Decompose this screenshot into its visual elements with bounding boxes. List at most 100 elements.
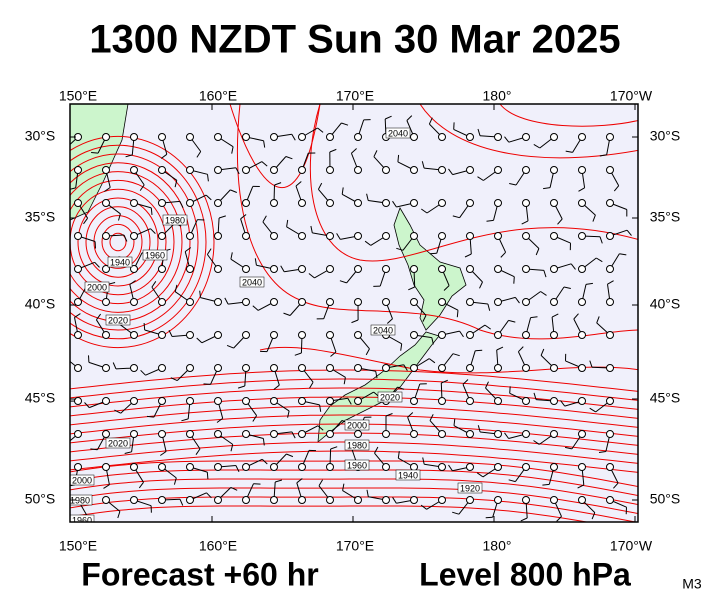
- wind-barb: [448, 166, 474, 176]
- barb-station: [158, 265, 166, 273]
- wind-barb: [533, 392, 558, 405]
- barb-feather: [129, 280, 136, 285]
- barb-station: [158, 199, 166, 207]
- barb-feather: [486, 219, 494, 222]
- barb-feather: [452, 353, 460, 357]
- barb-station: [550, 397, 558, 405]
- wind-barb: [578, 282, 593, 306]
- contour-label: 2040: [373, 325, 393, 335]
- barb-feather: [123, 234, 128, 242]
- barb-feather: [309, 381, 314, 389]
- barb-feather: [397, 154, 400, 162]
- barb-feather: [287, 410, 290, 418]
- wind-barb: [477, 425, 502, 438]
- barb-station: [242, 166, 250, 174]
- barb-station: [242, 298, 250, 306]
- barb-feather: [508, 479, 516, 483]
- wind-barb: [70, 360, 82, 372]
- barb-station: [326, 298, 334, 306]
- barb-station: [158, 397, 166, 405]
- barb-feather: [560, 400, 566, 407]
- barb-feather: [421, 161, 425, 169]
- wind-barb: [466, 298, 491, 311]
- wind-barb: [242, 483, 261, 504]
- barb-station: [578, 133, 586, 141]
- barb-station: [550, 265, 558, 273]
- barb-feather: [619, 253, 627, 256]
- barb-station: [606, 298, 614, 306]
- barb-feather: [533, 392, 537, 400]
- barb-station: [354, 265, 362, 273]
- barb-feather: [429, 414, 434, 421]
- barb-station: [522, 199, 530, 207]
- barb-feather: [262, 438, 265, 446]
- wind-barb: [242, 458, 268, 471]
- barb-feather: [556, 516, 562, 522]
- wind-barb: [102, 232, 128, 242]
- barb-feather: [385, 413, 393, 417]
- wind-barb: [298, 152, 316, 174]
- wind-barb: [74, 199, 89, 225]
- contour: [109, 232, 127, 252]
- wind-barb: [158, 199, 184, 208]
- barb-station: [438, 331, 446, 339]
- barb-station: [270, 133, 278, 141]
- barb-feather: [475, 349, 483, 352]
- barb-station: [298, 331, 306, 339]
- barb-feather: [477, 176, 484, 181]
- barb-station: [522, 397, 530, 405]
- model-code: M3: [682, 576, 702, 592]
- lon-label-bottom: 150°E: [59, 538, 97, 554]
- barb-feather: [589, 360, 593, 368]
- wind-barb: [270, 364, 280, 390]
- barb-station: [130, 133, 138, 141]
- barb-station: [466, 265, 474, 273]
- contour-label-box: [70, 514, 95, 522]
- barb-feather: [596, 257, 603, 263]
- barb-feather: [341, 187, 344, 195]
- barb-station: [102, 463, 110, 471]
- barb-station: [382, 430, 390, 438]
- wind-barb: [382, 298, 393, 324]
- wind-barb: [318, 479, 334, 504]
- barb-feather: [252, 415, 258, 422]
- barb-station: [494, 232, 502, 240]
- barb-station: [550, 430, 558, 438]
- barb-station: [354, 331, 362, 339]
- barb-station: [606, 364, 614, 372]
- wind-barb: [129, 280, 138, 306]
- barb-feather: [342, 483, 345, 491]
- barb-feather: [375, 371, 378, 379]
- wind-barb: [270, 397, 290, 418]
- barb-feather: [319, 404, 322, 412]
- wind-barb: [550, 496, 562, 522]
- barb-station: [606, 133, 614, 141]
- barb-feather: [540, 348, 545, 356]
- barb-feather: [206, 472, 209, 480]
- wind-barb: [364, 232, 390, 246]
- barb-feather: [422, 315, 427, 322]
- contour-label-box: [385, 127, 411, 139]
- wind-barb: [196, 331, 222, 344]
- contour: [70, 505, 590, 522]
- barb-feather: [462, 379, 469, 385]
- lat-label-left: 45°S: [25, 390, 56, 406]
- barb-station: [354, 397, 362, 405]
- barb-feather: [551, 313, 559, 318]
- barb-feather: [230, 252, 233, 260]
- barb-feather: [275, 479, 283, 483]
- wind-barb: [342, 483, 362, 504]
- barb-station: [494, 298, 502, 306]
- barb-station: [270, 199, 278, 207]
- wind-barb: [74, 261, 100, 273]
- wind-barb: [237, 364, 250, 389]
- barb-station: [354, 232, 362, 240]
- barb-station: [186, 430, 194, 438]
- barb-station: [186, 265, 194, 273]
- barb-station: [214, 463, 222, 471]
- barb-feather: [509, 386, 511, 394]
- lon-label-bottom: 180°: [483, 538, 512, 554]
- wind-barb: [102, 199, 121, 221]
- wind-barb: [522, 316, 538, 339]
- barb-feather: [206, 492, 212, 499]
